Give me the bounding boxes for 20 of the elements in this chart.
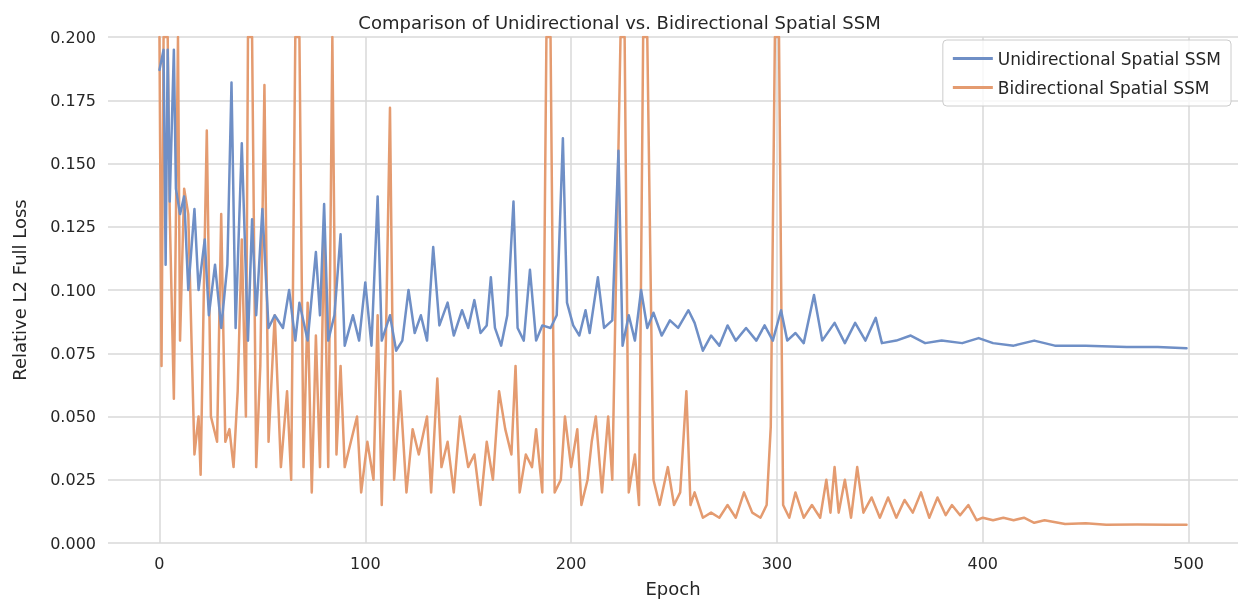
y-tick-label: 0.000 [50,533,96,553]
x-tick-label: 100 [350,553,381,573]
y-tick-label: 0.050 [50,407,96,426]
legend-label: Unidirectional Spatial SSM [997,48,1222,69]
y-axis-title: Relative L2 Full Loss [8,199,30,381]
x-tick-label: 400 [967,553,999,573]
x-tick-label: 0 [154,553,165,573]
x-tick-label: 500 [1173,553,1204,573]
y-tick-label: 0.175 [50,90,96,110]
x-axis-title: Epoch [645,577,701,599]
x-tick-label: 300 [761,553,793,573]
chart-title: Comparison of Unidirectional vs. Bidirectional Spatial SSM [358,11,881,33]
legend-label: Bidirectional Spatial SSM [997,77,1210,98]
y-tick-label: 0.200 [50,27,96,47]
y-tick-label: 0.075 [50,343,96,363]
x-tick-label: 200 [555,553,587,573]
y-tick-label: 0.100 [50,280,96,300]
y-tick-label: 0.150 [50,154,96,173]
y-tick-label: 0.125 [50,217,96,237]
y-tick-label: 0.025 [50,470,96,490]
